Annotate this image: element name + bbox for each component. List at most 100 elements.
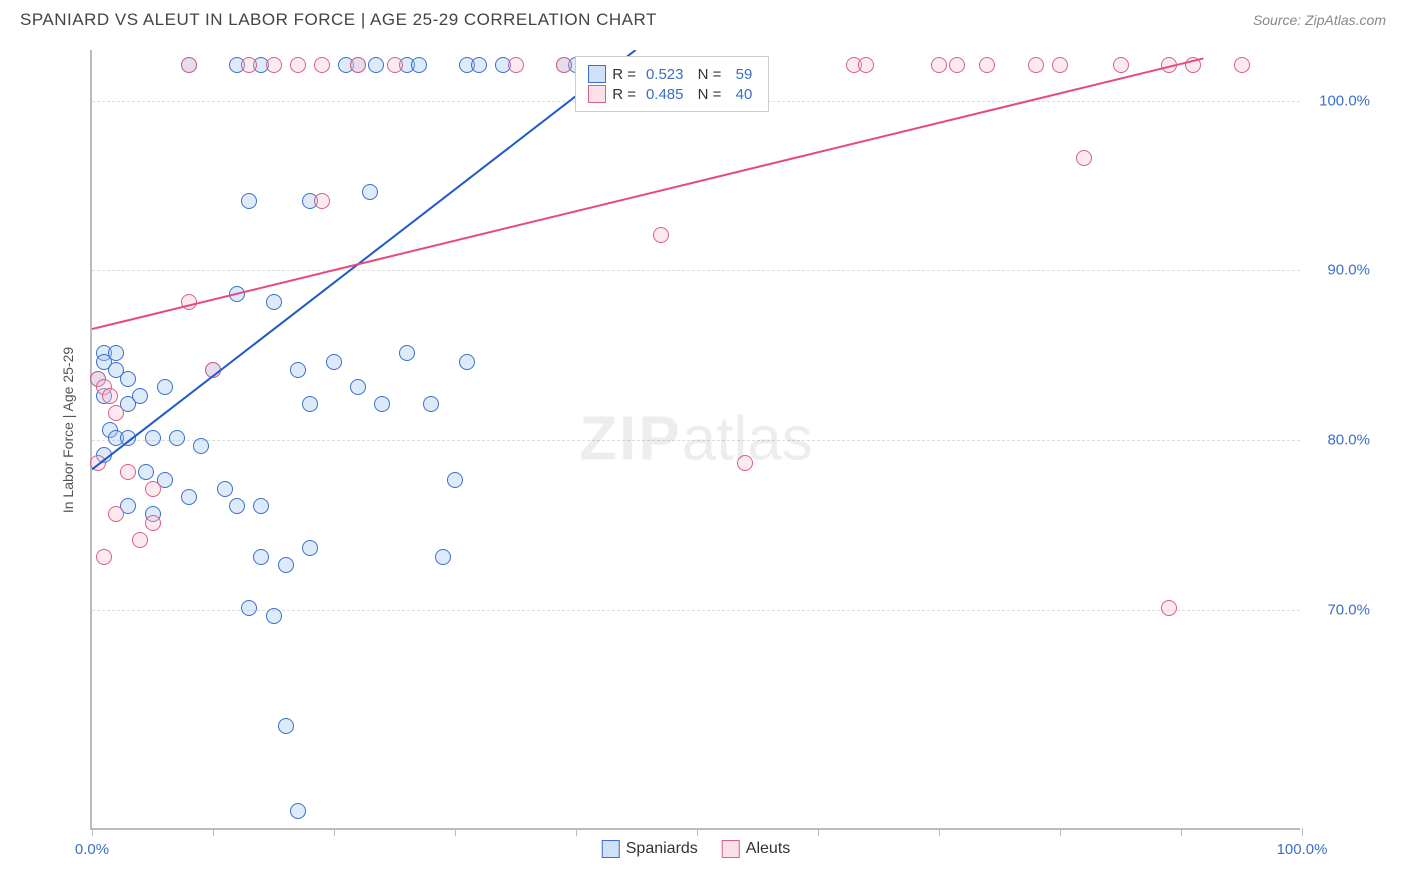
gridline: [92, 440, 1300, 441]
spaniards-marker: [241, 193, 257, 209]
chart-area: 70.0%80.0%90.0%100.0%0.0%100.0% ZIPatlas…: [90, 50, 1300, 830]
aleuts-marker: [387, 57, 403, 73]
aleuts-marker: [979, 57, 995, 73]
aleuts-marker: [556, 57, 572, 73]
aleuts-marker: [132, 532, 148, 548]
y-axis-label: In Labor Force | Age 25-29: [60, 347, 76, 513]
aleuts-marker: [858, 57, 874, 73]
aleuts-marker: [350, 57, 366, 73]
spaniards-marker: [132, 388, 148, 404]
spaniards-marker: [217, 481, 233, 497]
correlation-legend: R = 0.523 N = 59 R =0.485 N = 40: [575, 56, 769, 112]
series-legend: Spaniards Aleuts: [602, 838, 791, 860]
y-tick-label: 80.0%: [1327, 432, 1370, 449]
x-tick: [697, 828, 698, 836]
spaniards-marker: [326, 354, 342, 370]
spaniards-marker: [435, 549, 451, 565]
aleuts-marker: [1234, 57, 1250, 73]
spaniards-marker: [157, 379, 173, 395]
aleuts-marker: [108, 506, 124, 522]
spaniards-marker: [399, 345, 415, 361]
x-tick: [576, 828, 577, 836]
aleuts-marker: [931, 57, 947, 73]
aleuts-swatch: [588, 85, 606, 103]
n-value: 40: [731, 86, 752, 103]
aleuts-marker: [145, 515, 161, 531]
aleuts-marker: [96, 549, 112, 565]
spaniards-marker: [278, 557, 294, 573]
aleuts-marker: [290, 57, 306, 73]
legend-row-aleuts: R =0.485 N = 40: [588, 85, 756, 103]
spaniards-marker: [447, 472, 463, 488]
aleuts-marker: [102, 388, 118, 404]
aleuts-marker: [205, 362, 221, 378]
spaniards-marker: [145, 430, 161, 446]
series-name: Aleuts: [746, 840, 790, 858]
x-tick: [455, 828, 456, 836]
aleuts-marker: [120, 464, 136, 480]
chart-title: SPANIARD VS ALEUT IN LABOR FORCE | AGE 2…: [20, 10, 657, 30]
r-value: 0.523: [646, 66, 684, 83]
aleuts-marker: [181, 294, 197, 310]
aleuts-marker: [508, 57, 524, 73]
gridline: [92, 270, 1300, 271]
n-value: 59: [731, 66, 752, 83]
spaniards-marker: [193, 438, 209, 454]
spaniards-marker: [108, 345, 124, 361]
spaniards-marker: [120, 430, 136, 446]
spaniards-marker: [290, 803, 306, 819]
aleuts-marker: [314, 193, 330, 209]
spaniards-marker: [459, 354, 475, 370]
x-tick: [1181, 828, 1182, 836]
x-tick: [213, 828, 214, 836]
bottom-legend-aleuts: Aleuts: [722, 840, 790, 858]
x-tick: [334, 828, 335, 836]
aleuts-marker: [1113, 57, 1129, 73]
aleuts-marker: [1161, 600, 1177, 616]
y-tick-label: 100.0%: [1319, 92, 1370, 109]
spaniards-marker: [423, 396, 439, 412]
aleuts-marker: [737, 455, 753, 471]
aleuts-marker: [1028, 57, 1044, 73]
spaniards-swatch: [588, 65, 606, 83]
n-label: N =: [694, 86, 722, 103]
spaniards-marker: [229, 286, 245, 302]
aleuts-swatch: [722, 840, 740, 858]
spaniards-marker: [253, 498, 269, 514]
aleuts-marker: [241, 57, 257, 73]
aleuts-marker: [108, 405, 124, 421]
aleuts-marker: [145, 481, 161, 497]
x-tick-label: 100.0%: [1277, 841, 1328, 858]
r-value: 0.485: [646, 86, 684, 103]
spaniards-marker: [411, 57, 427, 73]
spaniards-swatch: [602, 840, 620, 858]
x-tick: [818, 828, 819, 836]
plot-area: 70.0%80.0%90.0%100.0%0.0%100.0%: [92, 50, 1300, 828]
source-label: Source: ZipAtlas.com: [1253, 12, 1386, 28]
x-tick-label: 0.0%: [75, 841, 109, 858]
legend-row-spaniards: R = 0.523 N = 59: [588, 65, 756, 83]
aleuts-marker: [949, 57, 965, 73]
x-tick: [939, 828, 940, 836]
spaniards-marker: [181, 489, 197, 505]
series-name: Spaniards: [626, 840, 698, 858]
r-label: R =: [612, 66, 636, 83]
aleuts-marker: [1076, 150, 1092, 166]
x-tick: [1060, 828, 1061, 836]
aleuts-marker: [1052, 57, 1068, 73]
x-tick: [92, 828, 93, 836]
spaniards-marker: [278, 718, 294, 734]
spaniards-marker: [302, 396, 318, 412]
y-tick-label: 90.0%: [1327, 262, 1370, 279]
aleuts-marker: [314, 57, 330, 73]
aleuts-marker: [653, 227, 669, 243]
x-tick: [1302, 828, 1303, 836]
spaniards-marker: [253, 549, 269, 565]
spaniards-marker: [266, 608, 282, 624]
spaniards-marker: [241, 600, 257, 616]
aleuts-marker: [181, 57, 197, 73]
spaniards-marker: [368, 57, 384, 73]
n-label: N =: [694, 66, 722, 83]
spaniards-marker: [362, 184, 378, 200]
aleuts-marker: [1161, 57, 1177, 73]
